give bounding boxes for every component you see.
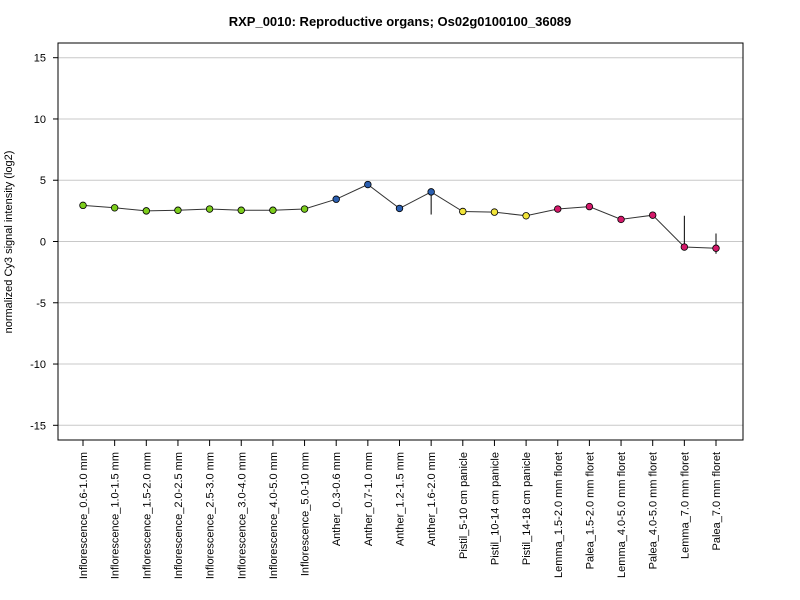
x-tick-label: Lemma_1.5-2.0 mm floret	[553, 452, 565, 578]
data-point	[142, 207, 150, 215]
data-point	[459, 207, 467, 216]
data-point	[237, 206, 245, 214]
y-tick-label: -15	[30, 420, 46, 432]
data-point	[364, 180, 372, 189]
y-tick-label: 10	[34, 114, 46, 126]
y-tick-label: 5	[40, 175, 46, 187]
y-tick-label: 15	[34, 53, 46, 65]
x-tick-label: Lemma_4.0-5.0 mm floret	[616, 452, 628, 578]
data-point	[522, 212, 530, 220]
x-tick-label: Inflorescence_3.0-4.0 mm	[236, 452, 248, 579]
data-point	[554, 205, 562, 213]
plot-frame	[57, 42, 744, 441]
x-tick-label: Palea_4.0-5.0 mm floret	[648, 452, 660, 569]
data-point	[395, 204, 404, 213]
x-tick-label: Anther_1.6-2.0 mm	[426, 452, 438, 546]
data-point	[617, 215, 625, 224]
x-tick-label: Inflorescence_2.0-2.5 mm	[173, 452, 185, 579]
y-tick-label: -10	[30, 359, 46, 371]
x-tick-label: Inflorescence_1.0-1.5 mm	[110, 452, 122, 579]
x-tick-label: Anther_0.7-1.0 mm	[363, 452, 375, 546]
chart-title: RXP_0010: Reproductive organs; Os02g0100…	[229, 14, 572, 29]
data-point	[427, 188, 435, 196]
data-point	[174, 206, 182, 214]
x-tick-label: Inflorescence_1.5-2.0 mm	[141, 452, 153, 579]
axes	[53, 57, 717, 446]
x-tick-label: Pistil_10-14 cm panicle	[489, 452, 501, 565]
data-point	[332, 195, 340, 203]
data-point	[649, 211, 657, 219]
data-point	[110, 204, 119, 212]
y-axis-label: normalized Cy3 signal intensity (log2)	[3, 151, 15, 334]
y-tick-label: 0	[40, 237, 46, 249]
y-tick-labels: -15 -10 -5 0 5 10 15	[30, 53, 46, 433]
grid-lines	[58, 57, 743, 426]
x-tick-label: Anther_1.2-1.5 mm	[395, 452, 407, 546]
data-point	[300, 205, 309, 213]
data-point	[585, 202, 594, 211]
y-tick-label: -5	[36, 298, 46, 310]
x-tick-label: Inflorescence_0.6-1.0 mm	[78, 452, 90, 579]
x-tick-label: Lemma_7.0 mm floret	[679, 452, 691, 559]
x-tick-label: Anther_0.3-0.6 mm	[331, 452, 343, 546]
data-point	[205, 205, 214, 213]
x-tick-label: Inflorescence_5.0-10 mm	[300, 452, 312, 576]
x-tick-label: Palea_7.0 mm floret	[711, 452, 723, 550]
x-tick-label: Pistil_5-10 cm panicle	[458, 452, 470, 559]
x-tick-label: Pistil_14-18 cm panicle	[521, 452, 533, 565]
data-points	[79, 180, 720, 252]
x-tick-label: Palea_1.5-2.0 mm floret	[584, 452, 596, 569]
data-point	[269, 206, 277, 214]
data-point	[490, 208, 499, 216]
data-point	[79, 201, 87, 210]
x-tick-label: Inflorescence_2.5-3.0 mm	[205, 452, 217, 579]
data-point	[680, 243, 689, 251]
data-point	[712, 244, 720, 252]
x-tick-labels: Inflorescence_0.6-1.0 mm Inflorescence_1.…	[78, 452, 723, 579]
x-tick-label: Inflorescence_4.0-5.0 mm	[268, 452, 280, 579]
